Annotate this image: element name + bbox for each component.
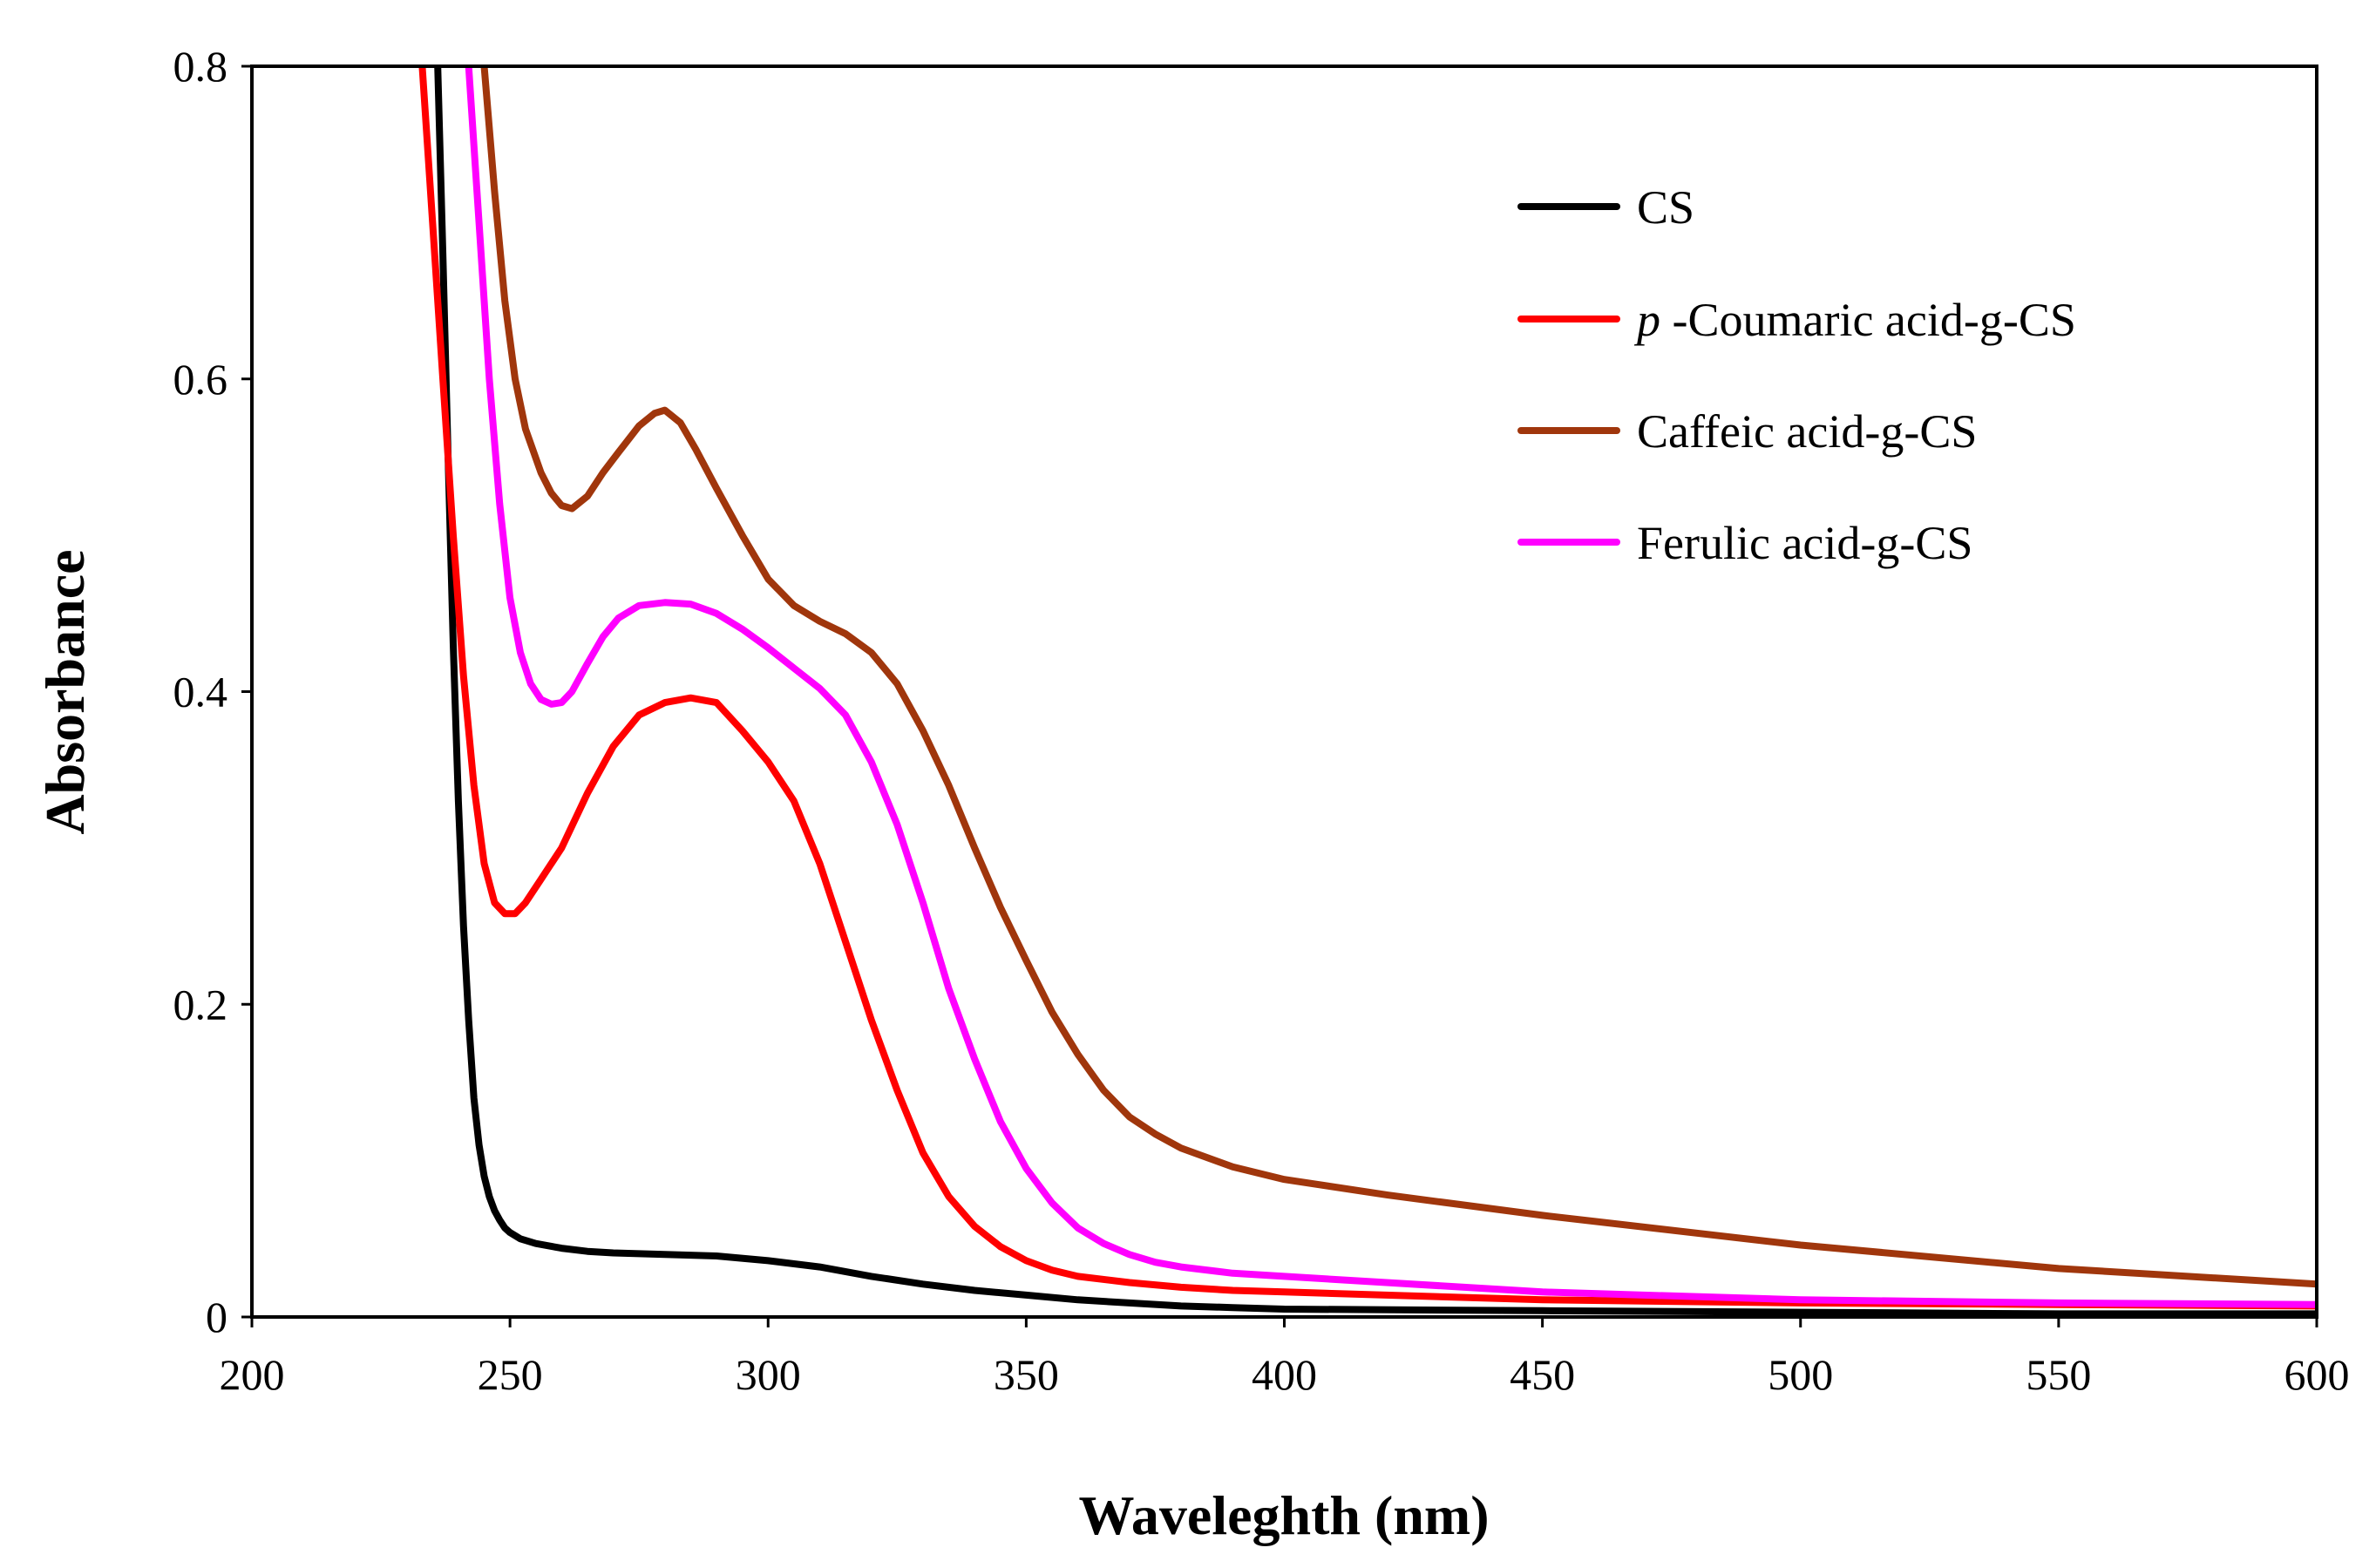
x-tick-label: 200 [220, 1350, 285, 1399]
legend-entry: CS [1637, 181, 1694, 234]
y-tick-label: 0.2 [173, 980, 228, 1028]
series-line-cs [434, 66, 2317, 1317]
legend-entry: p -Coumaric acid-g-CS [1633, 294, 2076, 346]
series-line-caffeic-acid-g-cs [480, 66, 2317, 1288]
legend-entry-label: -Coumaric acid-g-CS [1660, 294, 2076, 346]
series-line-p-coumaric-acid-g-cs [418, 66, 2317, 1310]
x-tick-label: 550 [2026, 1350, 2091, 1399]
series-line-ferulic-acid-g-cs [465, 66, 2317, 1308]
legend-entry-prefix: p [1633, 294, 1660, 346]
y-tick-label: 0 [206, 1293, 227, 1341]
x-tick-label: 500 [1768, 1350, 1833, 1399]
y-tick-label: 0.4 [173, 668, 228, 716]
series-layer [418, 66, 2317, 1317]
x-tick-label: 450 [1510, 1350, 1575, 1399]
axis-layer: 200 250 300 350 400 450 500 550 600 0 0.2 0.4 0.6 0.8 [173, 42, 2350, 1399]
legend: CS p -Coumaric acid-g-CS Caffeic acid-g-CS… [1517, 181, 2076, 569]
x-tick-label: 250 [478, 1350, 543, 1399]
legend-entry-label: CS [1637, 181, 1694, 234]
x-tick-label: 350 [994, 1350, 1059, 1399]
x-tick-label: 600 [2284, 1350, 2350, 1399]
legend-entry: Caffeic acid-g-CS [1637, 405, 1977, 458]
legend-entry-label: Caffeic acid-g-CS [1637, 405, 1977, 458]
legend-entry-label: Ferulic acid-g-CS [1637, 517, 1972, 569]
x-axis-title: Waveleghth (nm) [1078, 1484, 1489, 1546]
y-tick-label: 0.8 [173, 42, 228, 91]
y-axis-title: Absorbance [34, 549, 96, 834]
x-tick-label: 300 [736, 1350, 801, 1399]
y-tick-label: 0.6 [173, 355, 228, 404]
legend-entry: Ferulic acid-g-CS [1637, 517, 1972, 569]
x-tick-label: 400 [1252, 1350, 1317, 1399]
